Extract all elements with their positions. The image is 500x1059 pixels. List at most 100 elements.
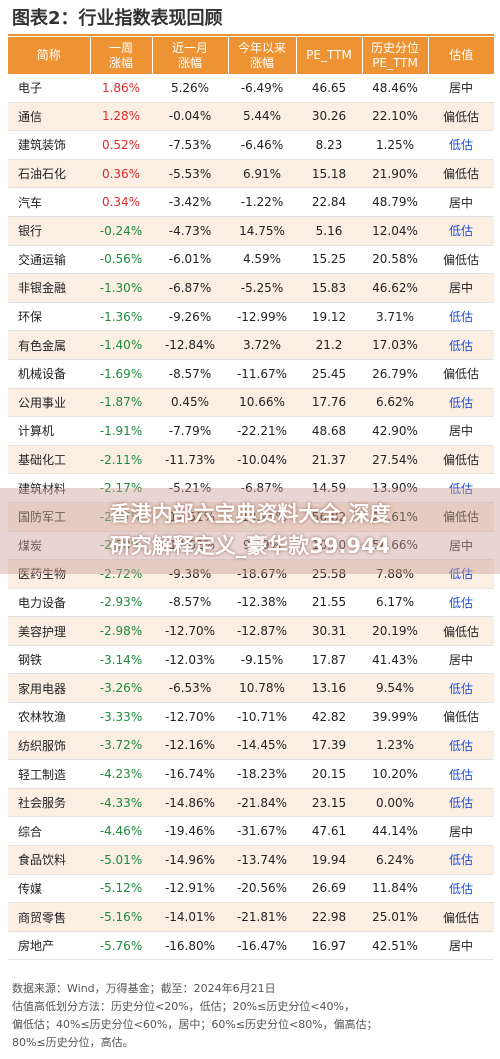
table-cell: -18.67% [228,559,296,589]
table-cell: -5.53% [152,159,228,189]
table-cell: 21.37 [296,445,362,475]
table-cell: 39.99% [362,702,428,732]
table-cell: 17.76 [296,388,362,418]
table-cell: 房地产 [8,931,90,961]
table-cell: 20.58% [362,245,428,275]
table-row: 汽车 0.34% -3.42% -1.22% 22.84 48.79% 居中 [8,187,494,217]
table-cell: 电子 [8,74,90,103]
table-cell: 汽车 [8,187,90,217]
table-cell: 低估 [428,588,494,618]
table-cell: 26.79% [362,359,428,389]
table-cell: -3.14% [90,645,152,675]
table-row: 建筑材料 -2.17% -5.21% -6.87% 14.59 13.90% 低估 [8,473,494,503]
table-cell: 低估 [428,874,494,904]
table-cell: 家用电器 [8,673,90,704]
table-cell: -19.46% [152,816,228,847]
table-row: 美容护理 -2.98% -12.70% -12.87% 30.31 20.19% 偏低估 [8,616,494,646]
table-cell: -5.01% [90,845,152,875]
table-row: 环保 -1.36% -9.26% -12.99% 19.12 3.71% 低估 [8,302,494,332]
table-cell: -6.49% [228,74,296,103]
table-cell: -20.56% [228,874,296,904]
table-cell: 13.16 [296,673,362,704]
table-cell: 商贸零售 [8,902,90,932]
table-cell: 基础化工 [8,445,90,475]
table-cell: 建筑材料 [8,473,90,503]
table-cell: -21.84% [228,788,296,818]
table-cell: 19.94 [296,845,362,875]
table-cell: 0.45% [152,388,228,418]
table-cell: 4.59% [228,245,296,275]
table-cell: 电力设备 [8,588,90,618]
table-cell: -0.56% [90,245,152,275]
table-cell: 17.39 [296,731,362,761]
footnote: 数据来源：Wind，万得基金；截至：2024年6月21日 估值高低划分方法：历史… [12,980,492,1052]
watermark-banner: 香港内部六宝典资料大全,深度 研究解释定义_豪华款39.944 [0,488,500,574]
table-cell: 偏低估 [428,702,494,732]
table-cell: -6.01% [152,245,228,275]
table-cell: 偏低估 [428,902,494,932]
table-cell: 6.91% [228,159,296,189]
table-row: 非银金融 -1.30% -6.87% -5.25% 15.83 46.62% 居中 [8,273,494,303]
table-row: 农林牧渔 -3.33% -12.70% -10.71% 42.82 39.99% 偏低估 [8,702,494,732]
table-cell: 低估 [428,731,494,761]
table-cell: -16.80% [152,931,228,961]
table-cell: -5.25% [228,273,296,303]
table-cell: -12.38% [228,588,296,618]
table-cell: 21.55 [296,588,362,618]
table-cell: 低估 [428,673,494,704]
table-cell: 21.2 [296,330,362,360]
table-cell: 农林牧渔 [8,702,90,732]
table-cell: -12.99% [228,302,296,332]
table-cell: 48.46% [362,74,428,103]
column-header: 历史分位 PE_TTM [362,37,429,74]
table-cell: 9.89% [228,531,296,561]
table-row: 房地产 -5.76% -16.80% -16.47% 16.97 42.51% 居中 [8,931,494,961]
table-cell: -2.93% [90,588,152,618]
table-cell: -12.87% [228,616,296,646]
table-cell: 15.25 [296,245,362,275]
table-cell: -6.87% [152,273,228,303]
table-cell: 纺织服饰 [8,731,90,761]
table-cell: 轻工制造 [8,759,90,789]
table-cell: -4.23% [90,759,152,789]
table-cell: 非银金融 [8,273,90,303]
table-cell: 14.59 [296,473,362,503]
table-cell: 1.23% [362,731,428,761]
table-cell: 低估 [428,788,494,818]
table-cell: 11.84% [362,874,428,904]
table-cell: 居中 [428,74,494,103]
column-header: 近一月 涨幅 [152,37,229,74]
table-cell: -6.46% [228,130,296,160]
table-cell: 6.62% [362,388,428,418]
table-cell: 通信 [8,102,90,132]
table-cell: 偏低估 [428,445,494,475]
table-cell: -8.57% [152,588,228,618]
table-cell: -0.24% [90,216,152,246]
table-cell: -2.50% [90,531,152,561]
table-body: 电子 1.86% 5.26% -6.49% 46.65 48.46% 居中 通信 1.28% -0… [8,74,494,961]
table-cell: 48.68 [296,416,362,446]
table-row: 基础化工 -2.11% -11.73% -10.04% 21.37 27.54% 偏低估 [8,445,494,475]
table-cell: -3.33% [90,702,152,732]
table-cell: -10.04% [228,445,296,475]
table-cell: 48.79% [362,187,428,217]
table-cell: -11.73% [152,445,228,475]
table-cell: 7.88% [362,559,428,589]
table-cell: -10.62% [152,531,228,561]
table-cell: -2.98% [90,616,152,646]
table-cell: 低估 [428,845,494,875]
table-cell: -6.53% [152,673,228,704]
table-cell: 15.18 [296,159,362,189]
table-cell: 20.19% [362,616,428,646]
table-cell: -4.46% [90,816,152,847]
industry-index-table: 简称 一周 涨幅 近一月 涨幅 今年以来 涨幅 PE_TTM 历史分位 PE_TTM 估值 电子 1.… [8,37,494,961]
table-cell: -13.95% [228,502,296,532]
table-cell: -22.21% [228,416,296,446]
table-cell: 25.58 [296,559,362,589]
table-cell: 机械设备 [8,359,90,389]
table-cell: 低估 [428,130,494,160]
column-header: 今年以来 涨幅 [228,37,297,74]
table-cell: 居中 [428,416,494,446]
table-cell: 传媒 [8,874,90,904]
table-cell: 47.61 [296,816,362,847]
